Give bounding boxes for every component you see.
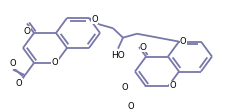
Text: O: O bbox=[122, 83, 128, 92]
Text: O: O bbox=[52, 58, 58, 67]
Text: O: O bbox=[169, 81, 176, 90]
Text: O: O bbox=[24, 27, 31, 36]
Text: O: O bbox=[140, 43, 147, 52]
Text: O: O bbox=[180, 37, 187, 46]
Text: O: O bbox=[10, 59, 16, 68]
Text: O: O bbox=[128, 102, 134, 111]
Text: O: O bbox=[91, 15, 98, 24]
Text: HO: HO bbox=[111, 51, 125, 60]
Text: O: O bbox=[16, 79, 22, 88]
